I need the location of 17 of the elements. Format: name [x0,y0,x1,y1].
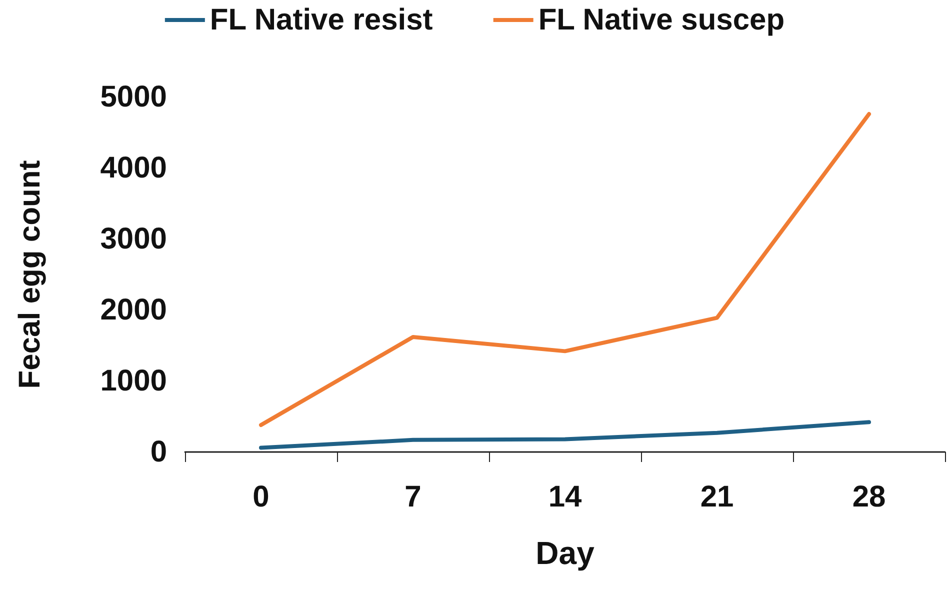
legend-label: FL Native suscep [538,4,785,36]
y-tick-label: 4000 [100,152,167,184]
line-series [259,420,871,450]
x-tick-label: 0 [252,480,270,514]
y-tick-label: 2000 [100,294,167,326]
x-tick-label: 14 [548,480,582,514]
y-tick-label: 0 [150,436,167,468]
x-tick-label: 7 [404,480,422,514]
y-axis-title: Fecal egg count [14,160,46,389]
legend-label: FL Native resist [210,4,433,36]
x-tick-label: 21 [700,480,734,514]
y-tick-label: 5000 [100,80,167,114]
x-tick-label: 28 [852,480,886,514]
line-series [259,112,871,428]
y-tick-label: 3000 [100,222,167,256]
y-tick-label: 1000 [100,364,167,398]
x-axis-title: Day [536,535,595,571]
